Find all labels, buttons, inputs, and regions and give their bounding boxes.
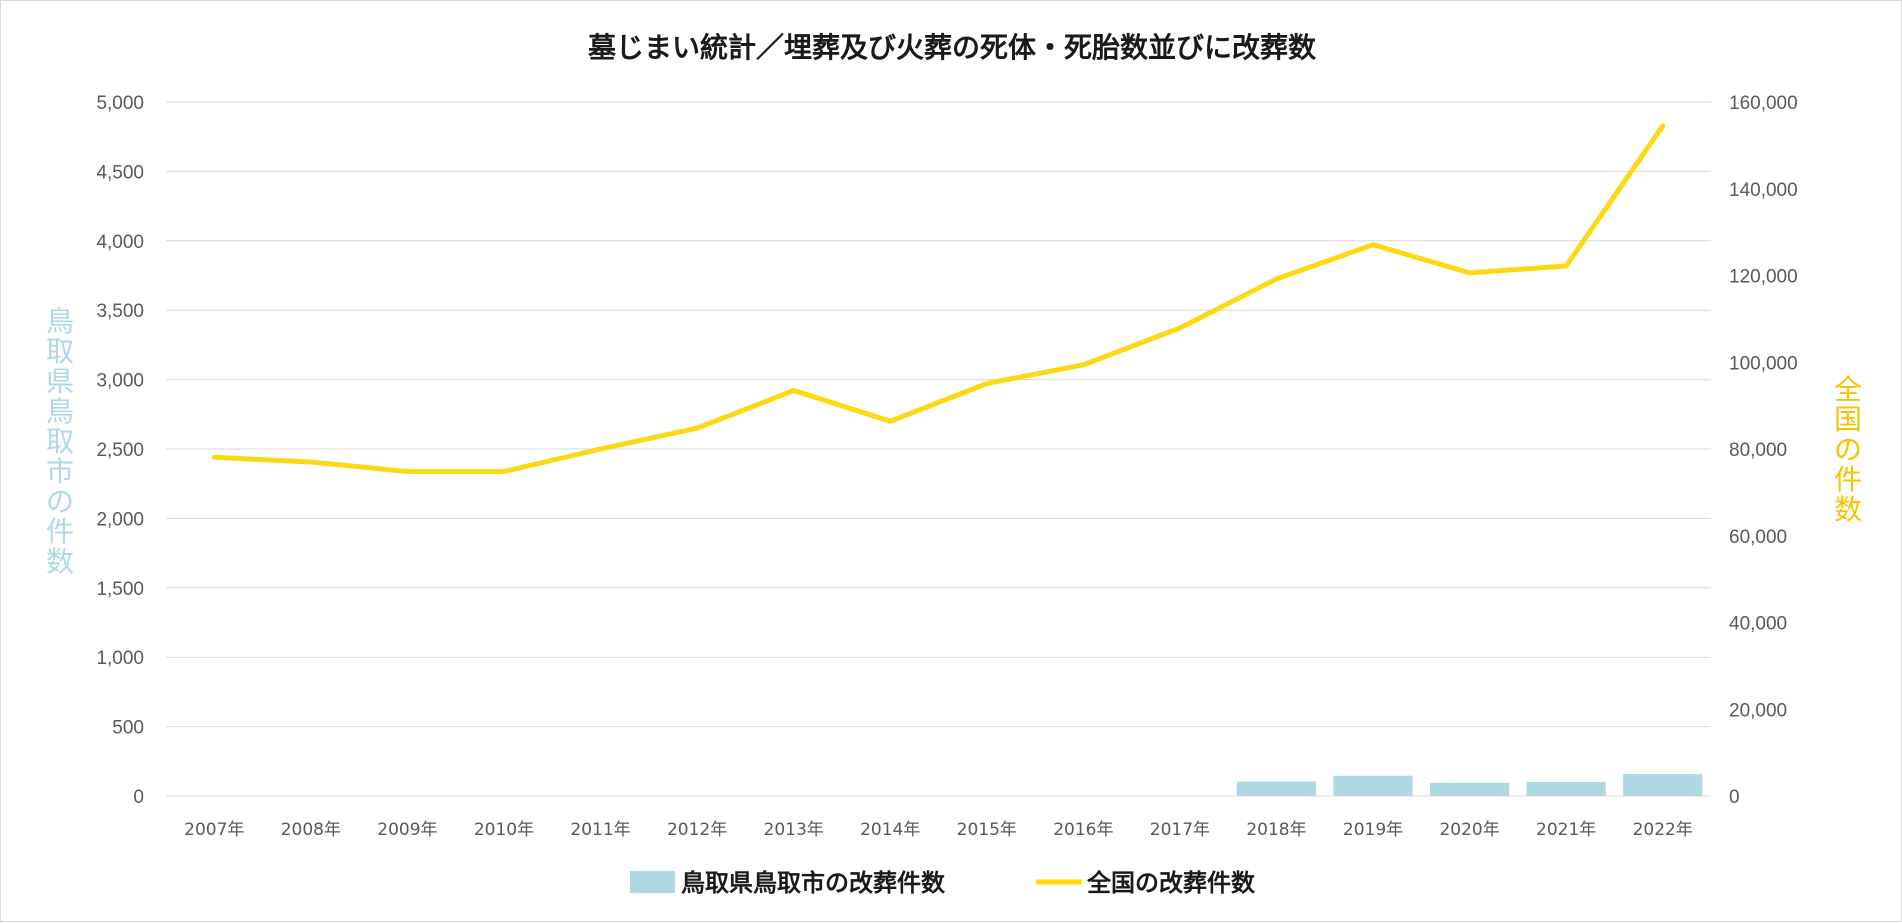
x-tick-label: 2015年 (957, 820, 1017, 840)
left-tick-label: 1,000 (96, 648, 144, 669)
legend: 鳥取県鳥取市の改葬件数 全国の改葬件数 (630, 869, 1256, 897)
x-tick-label: 2009年 (377, 820, 437, 840)
right-tick-label: 120,000 (1729, 267, 1798, 288)
bar-2022年 (1623, 774, 1702, 796)
national-line (214, 126, 1662, 472)
bar-2019年 (1333, 776, 1412, 796)
right-axis-title-text: 全国の件数 (1834, 373, 1862, 526)
x-tick-label: 2013年 (764, 820, 824, 840)
bar-2020年 (1430, 783, 1509, 796)
legend-label-bar: 鳥取県鳥取市の改葬件数 (681, 869, 946, 897)
left-tick-label: 4,500 (96, 162, 144, 183)
bar-2018年 (1237, 782, 1316, 796)
legend-swatch-bar (630, 871, 675, 893)
x-tick-label: 2010年 (474, 820, 534, 840)
x-tick-label: 2016年 (1053, 820, 1113, 840)
right-tick-label: 80,000 (1729, 440, 1787, 461)
x-tick-label: 2011年 (570, 820, 630, 840)
left-tick-label: 2,500 (96, 440, 144, 461)
right-tick-label: 60,000 (1729, 527, 1787, 548)
right-axis-title: 全国の件数 (1834, 373, 1862, 526)
left-axis-title-text: 鳥取県鳥取市の件数 (46, 305, 74, 578)
right-y-axis-ticks: 160,000 140,000 120,000 100,000 80,000 60,000… (1729, 93, 1798, 808)
left-tick-label: 3,500 (96, 301, 144, 322)
left-tick-label: 0 (133, 787, 144, 808)
left-axis-title: 鳥取県鳥取市の件数 (46, 305, 74, 578)
x-tick-label: 2020年 (1439, 820, 1499, 840)
left-tick-label: 1,500 (96, 579, 144, 600)
right-tick-label: 100,000 (1729, 353, 1798, 374)
right-tick-label: 140,000 (1729, 180, 1798, 201)
left-tick-label: 5,000 (96, 93, 144, 114)
x-tick-label: 2019年 (1343, 820, 1403, 840)
x-tick-label: 2022年 (1633, 820, 1693, 840)
left-tick-label: 4,000 (96, 232, 144, 253)
left-tick-label: 3,000 (96, 371, 144, 392)
x-tick-label: 2008年 (281, 820, 341, 840)
x-tick-label: 2018年 (1246, 820, 1306, 840)
right-tick-label: 0 (1729, 787, 1740, 808)
bar-series (1237, 774, 1702, 796)
x-tick-label: 2007年 (184, 820, 244, 840)
chart-title: 墓じまい統計／埋葬及び火葬の死体・死胎数並びに改葬数 (587, 31, 1317, 64)
gridlines (166, 102, 1711, 796)
x-tick-label: 2021年 (1536, 820, 1596, 840)
x-tick-label: 2017年 (1150, 820, 1210, 840)
x-tick-label: 2012年 (667, 820, 727, 840)
left-y-axis-ticks: 5,000 4,500 4,000 3,500 3,000 2,500 2,000 1,500… (96, 93, 144, 808)
bar-2021年 (1527, 782, 1606, 796)
line-series (214, 126, 1663, 472)
left-tick-label: 500 (112, 718, 144, 739)
right-tick-label: 20,000 (1729, 700, 1787, 721)
right-tick-label: 40,000 (1729, 614, 1787, 635)
right-tick-label: 160,000 (1729, 93, 1798, 114)
left-tick-label: 2,000 (96, 509, 144, 530)
x-tick-label: 2014年 (860, 820, 920, 840)
legend-label-line: 全国の改葬件数 (1086, 869, 1256, 897)
x-axis-ticks: 2007年 2008年 2009年 2010年 2011年 2012年 2013年 2014年… (184, 820, 1693, 840)
